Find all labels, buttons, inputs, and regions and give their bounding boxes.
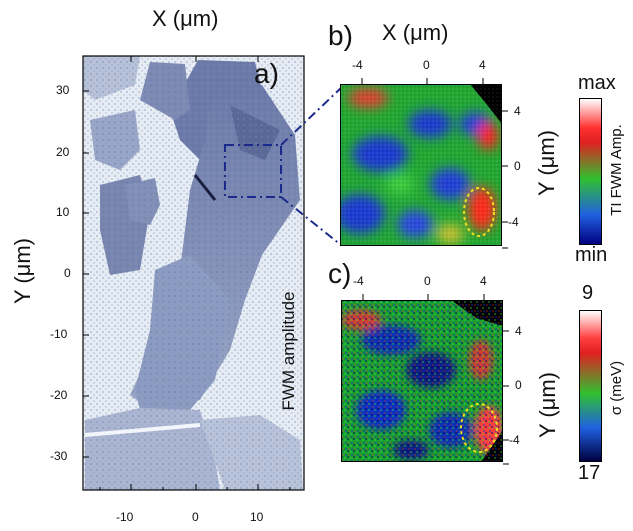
panel-a-label: a) <box>254 58 279 89</box>
panel-a-y-axis-title: Y (μm) <box>10 237 35 305</box>
panel-a-y-tick-marks <box>83 90 89 458</box>
panel-a-x-axis-title: X (μm) <box>152 6 219 31</box>
panel-a-x-tick-label: 0 <box>192 510 199 524</box>
panel-b-map <box>340 84 502 246</box>
panel-c-label: c) <box>328 258 352 289</box>
panel-b-y-tick-label: 0 <box>514 159 521 173</box>
colorbar-c-min-label: 17 <box>578 462 601 484</box>
panel-a-x-tick-label: 10 <box>250 510 264 524</box>
panel-a-y-tick-label: 10 <box>56 205 70 219</box>
zoom-box <box>224 87 342 246</box>
panel-a-y-tick-label: -20 <box>50 388 68 402</box>
colorbar-b-title: TI FWM Amp. <box>608 124 625 216</box>
panel-b-x-tick-label: 0 <box>423 58 430 72</box>
colorbar-c-max-label: 9 <box>582 282 594 304</box>
panel-b-x-tick-label: -4 <box>352 58 363 72</box>
panel-a-inner-label: FWM amplitude <box>279 291 298 411</box>
panel-c-y-tick-label: 0 <box>515 378 522 392</box>
panel-b-y-axis-title: Y (μm) <box>534 129 559 197</box>
panel-a-y-tick-label: 30 <box>56 83 70 97</box>
flake-image <box>83 56 304 490</box>
panel-b-ticks <box>361 78 508 249</box>
panel-c-x-tick-label: 4 <box>480 274 487 288</box>
panel-b-y-tick-label: -4 <box>508 215 519 229</box>
panel-a-frame <box>82 55 305 491</box>
panel-b-y-tick-label: 4 <box>514 104 521 118</box>
colorbar-c-title: σ (meV) <box>608 360 625 416</box>
panel-c-y-tick-label: -4 <box>509 433 520 447</box>
colorbar-b <box>579 98 602 245</box>
panel-b-label: b) <box>328 20 353 51</box>
panel-a-y-tick-label: 0 <box>64 266 71 280</box>
panel-a-y-tick-label: 20 <box>56 145 70 159</box>
panel-c-y-axis-title: Y (μm) <box>535 371 560 439</box>
colorbar-c <box>579 310 602 462</box>
colorbar-b-min-label: min <box>575 244 608 266</box>
panel-a-y-tick-label: -30 <box>50 449 68 463</box>
panel-c-map <box>341 300 503 462</box>
panel-b-x-tick-label: 4 <box>479 58 486 72</box>
panel-c-ticks <box>362 294 509 465</box>
panel-c-x-tick-label: -4 <box>353 274 364 288</box>
panel-c-x-tick-label: 0 <box>424 274 431 288</box>
panel-b-x-axis-title: X (μm) <box>382 20 449 45</box>
panel-a-x-tick-marks <box>99 56 291 490</box>
colorbar-b-max-label: max <box>578 72 616 94</box>
panel-a-x-tick-label: -10 <box>116 510 134 524</box>
panel-a-y-tick-label: -10 <box>50 327 68 341</box>
panel-c-y-tick-label: 4 <box>515 324 522 338</box>
